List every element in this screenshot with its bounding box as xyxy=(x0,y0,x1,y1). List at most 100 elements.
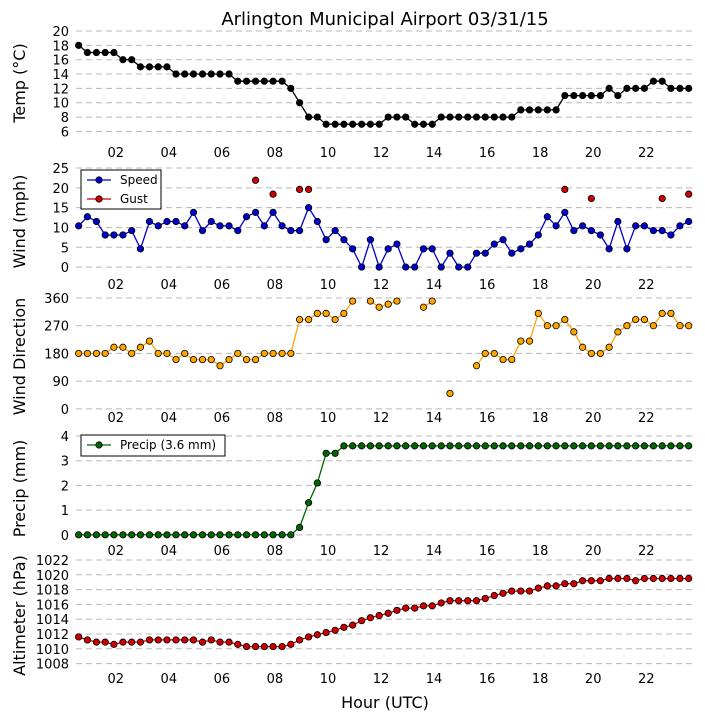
data-point xyxy=(295,185,304,193)
data-point xyxy=(313,217,321,226)
data-point xyxy=(154,222,162,230)
data-point xyxy=(331,449,339,457)
data-point xyxy=(358,263,366,271)
data-point xyxy=(375,303,383,311)
y-tick-label: 0 xyxy=(61,403,69,418)
data-point xyxy=(287,640,295,648)
data-point xyxy=(295,523,304,532)
data-point xyxy=(322,449,330,457)
y-tick-label: 10 xyxy=(52,97,69,112)
data-point xyxy=(614,442,622,450)
x-tick-label: 08 xyxy=(267,146,284,161)
data-point xyxy=(561,442,569,450)
data-point xyxy=(587,194,595,203)
data-point xyxy=(570,91,578,100)
x-tick-label: 12 xyxy=(373,544,390,559)
data-point xyxy=(428,442,436,450)
data-point xyxy=(640,84,649,92)
data-point xyxy=(499,442,507,450)
data-point xyxy=(587,227,595,235)
x-tick-label: 22 xyxy=(638,278,655,293)
x-tick-label: 22 xyxy=(638,672,655,687)
data-point xyxy=(119,56,127,64)
data-point xyxy=(242,531,251,539)
data-point xyxy=(464,113,472,121)
y-tick-label: 270 xyxy=(44,320,69,335)
data-point xyxy=(623,574,631,583)
y-tick-label: 20 xyxy=(52,182,69,197)
data-point xyxy=(411,442,419,450)
data-point xyxy=(198,227,207,235)
data-point xyxy=(632,577,640,585)
data-point xyxy=(508,442,516,450)
y-tick-label: 20 xyxy=(52,25,69,40)
data-point xyxy=(242,77,251,85)
data-point xyxy=(481,594,489,603)
data-point xyxy=(225,70,233,78)
data-point xyxy=(596,349,604,358)
data-point xyxy=(251,208,260,216)
data-point xyxy=(340,120,348,128)
y-tick-label: 16 xyxy=(52,54,69,69)
data-point xyxy=(136,245,145,253)
series-line xyxy=(78,577,689,648)
data-point xyxy=(490,442,498,450)
data-point xyxy=(667,574,675,583)
data-point xyxy=(499,589,507,597)
data-point xyxy=(534,584,542,592)
series-line xyxy=(78,300,689,367)
x-tick-label: 06 xyxy=(214,278,231,293)
data-point xyxy=(649,77,658,85)
data-point xyxy=(472,249,481,257)
data-point xyxy=(75,41,83,49)
data-point xyxy=(128,227,136,235)
data-point xyxy=(128,531,136,539)
data-point xyxy=(375,611,383,620)
data-point xyxy=(419,442,428,450)
data-point xyxy=(340,623,348,631)
data-point xyxy=(419,602,428,610)
data-point xyxy=(570,328,578,336)
data-point xyxy=(605,574,613,583)
data-point xyxy=(101,48,109,57)
x-tick-label: 18 xyxy=(532,411,549,426)
x-tick-label: 12 xyxy=(373,146,390,161)
data-point xyxy=(552,582,560,590)
data-point xyxy=(579,442,587,450)
x-tick-label: 02 xyxy=(108,411,125,426)
data-point xyxy=(225,531,233,539)
data-point xyxy=(92,217,101,226)
data-point xyxy=(110,48,118,57)
data-point xyxy=(305,499,313,507)
data-point xyxy=(525,106,534,114)
data-point xyxy=(92,638,101,646)
data-point xyxy=(481,349,489,358)
data-point xyxy=(260,531,268,539)
x-tick-label: 08 xyxy=(267,411,284,426)
data-point xyxy=(216,638,224,646)
data-point xyxy=(278,531,286,539)
data-point xyxy=(75,633,83,641)
data-point xyxy=(83,531,92,539)
x-tick-label: 04 xyxy=(161,672,178,687)
data-point xyxy=(525,240,534,248)
data-point xyxy=(145,63,154,71)
data-point xyxy=(349,621,357,629)
x-tick-label: 06 xyxy=(214,672,231,687)
data-point xyxy=(331,315,339,324)
legend-box xyxy=(80,169,162,210)
y-tick-label: 0 xyxy=(61,261,69,276)
data-point xyxy=(534,309,542,317)
x-tick-label: 10 xyxy=(320,278,337,293)
data-point xyxy=(561,185,569,193)
legend-marker xyxy=(95,195,103,203)
data-point xyxy=(579,343,587,351)
data-point xyxy=(676,442,684,450)
data-point xyxy=(269,208,277,216)
data-point xyxy=(375,120,383,128)
x-tick-label: 14 xyxy=(426,544,443,559)
data-point xyxy=(128,56,136,64)
x-tick-label: 06 xyxy=(214,411,231,426)
x-tick-label: 10 xyxy=(320,411,337,426)
